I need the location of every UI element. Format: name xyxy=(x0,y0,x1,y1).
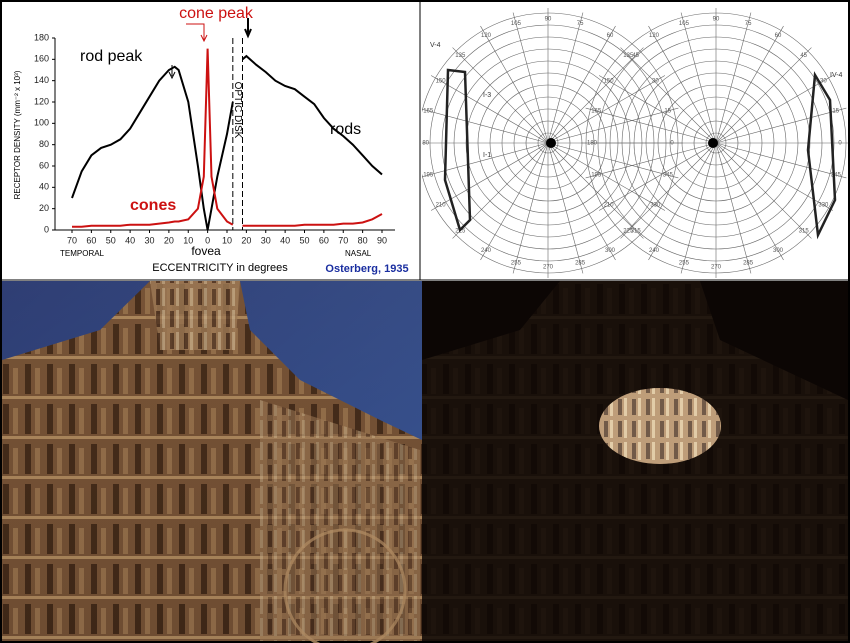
meridian-label: 165 xyxy=(591,108,602,114)
meridian-label: 120 xyxy=(481,33,492,39)
x-tick-label: 30 xyxy=(261,235,271,245)
rod-peak-label: rod peak xyxy=(80,48,143,65)
meridian-label: 90 xyxy=(545,17,552,23)
y-tick-label: 40 xyxy=(39,182,49,192)
x-tick-label: 20 xyxy=(241,235,251,245)
meridian-label: 15 xyxy=(832,108,839,114)
meridian-label: 150 xyxy=(604,79,615,85)
meridian-label: 330 xyxy=(818,203,829,209)
x-tick-label: 30 xyxy=(144,235,154,245)
meridian-label: 240 xyxy=(649,248,660,254)
meridian-label: 30 xyxy=(652,79,659,85)
y-axis-label: RECEPTOR DENSITY (mm⁻² x 10³) xyxy=(13,70,22,199)
x-tick-label: 10 xyxy=(222,235,232,245)
x-tick-label: 40 xyxy=(125,235,135,245)
x-tick-label: 70 xyxy=(67,235,77,245)
x-tick-label: 50 xyxy=(106,235,116,245)
meridian-label: 135 xyxy=(623,53,634,59)
cathedral-photo xyxy=(2,281,422,643)
meridian-label: 90 xyxy=(713,17,720,23)
meridian-label: 195 xyxy=(591,173,602,179)
meridian-label: 165 xyxy=(423,108,434,114)
meridian-label: 105 xyxy=(679,21,690,27)
optic-disk-label: OPTIC DISK xyxy=(232,82,243,139)
y-tick-label: 20 xyxy=(39,203,49,213)
meridian-label: 45 xyxy=(800,53,807,59)
meridian-label: 180 xyxy=(587,141,598,147)
source: Osterberg, 1935 xyxy=(325,263,408,275)
x-axis-label: ECCENTRICITY in degrees xyxy=(152,262,288,274)
meridian-label: 285 xyxy=(743,260,754,266)
y-tick-label: 160 xyxy=(34,54,49,64)
isopter-label: I-3 xyxy=(483,92,491,99)
meridian-label: 300 xyxy=(605,248,616,254)
series-label: cones xyxy=(130,197,176,214)
meridian-label: 210 xyxy=(604,203,615,209)
meridian-label: 60 xyxy=(775,33,782,39)
meridian-label: 210 xyxy=(436,203,447,209)
meridian-label: 285 xyxy=(575,260,586,266)
temporal-label: TEMPORAL xyxy=(60,249,105,258)
x-tick-label: 50 xyxy=(299,235,309,245)
y-tick-label: 80 xyxy=(39,139,49,149)
meridian-label: 270 xyxy=(711,265,722,271)
blind-spot xyxy=(546,138,556,148)
fovea-label: fovea xyxy=(191,244,221,258)
meridian-label: 75 xyxy=(577,21,584,27)
x-tick-label: 80 xyxy=(358,235,368,245)
meridian-label: 105 xyxy=(511,21,522,27)
x-tick-label: 10 xyxy=(183,235,193,245)
meridian-label: 345 xyxy=(831,173,842,179)
blind-spot xyxy=(708,138,718,148)
nasal-label: NASAL xyxy=(345,249,372,258)
meridian-label: 240 xyxy=(481,248,492,254)
meridian-label: 300 xyxy=(773,248,784,254)
meridian-label: 255 xyxy=(511,260,522,266)
meridian-label: 120 xyxy=(649,33,660,39)
meridian-label: 75 xyxy=(745,21,752,27)
x-tick-label: 20 xyxy=(164,235,174,245)
y-tick-label: 180 xyxy=(34,32,49,42)
y-tick-label: 0 xyxy=(44,224,49,234)
meridian-label: 270 xyxy=(543,265,554,271)
meridian-label: 255 xyxy=(679,260,690,266)
x-tick-label: 40 xyxy=(280,235,290,245)
isopter-label: V-4 xyxy=(430,42,441,49)
foveated-photo xyxy=(422,281,848,641)
page: {"chart_data": {"type": "line", "y_label… xyxy=(0,0,850,643)
x-tick-label: 70 xyxy=(338,235,348,245)
y-tick-label: 100 xyxy=(34,118,49,128)
cone-peak-label: cone peak xyxy=(179,5,254,22)
meridian-label: 315 xyxy=(799,228,810,234)
slide: RECEPTOR DENSITY (mm⁻² x 10³) ECCENTRICI… xyxy=(0,0,850,643)
meridian-label: 195 xyxy=(423,173,434,179)
y-tick-label: 60 xyxy=(39,160,49,170)
y-tick-label: 140 xyxy=(34,75,49,85)
y-tick-label: 120 xyxy=(34,96,49,106)
x-tick-label: 90 xyxy=(377,235,387,245)
x-tick-label: 60 xyxy=(319,235,329,245)
meridian-label: 60 xyxy=(607,33,614,39)
isopter-label: I-1 xyxy=(483,152,491,159)
meridian-label: 135 xyxy=(455,53,466,59)
x-tick-label: 60 xyxy=(86,235,96,245)
meridian-label: 150 xyxy=(436,79,447,85)
meridian-label: 225 xyxy=(623,228,634,234)
x-tick-label: 0 xyxy=(205,235,210,245)
isopter-label: IV-4 xyxy=(830,72,843,79)
